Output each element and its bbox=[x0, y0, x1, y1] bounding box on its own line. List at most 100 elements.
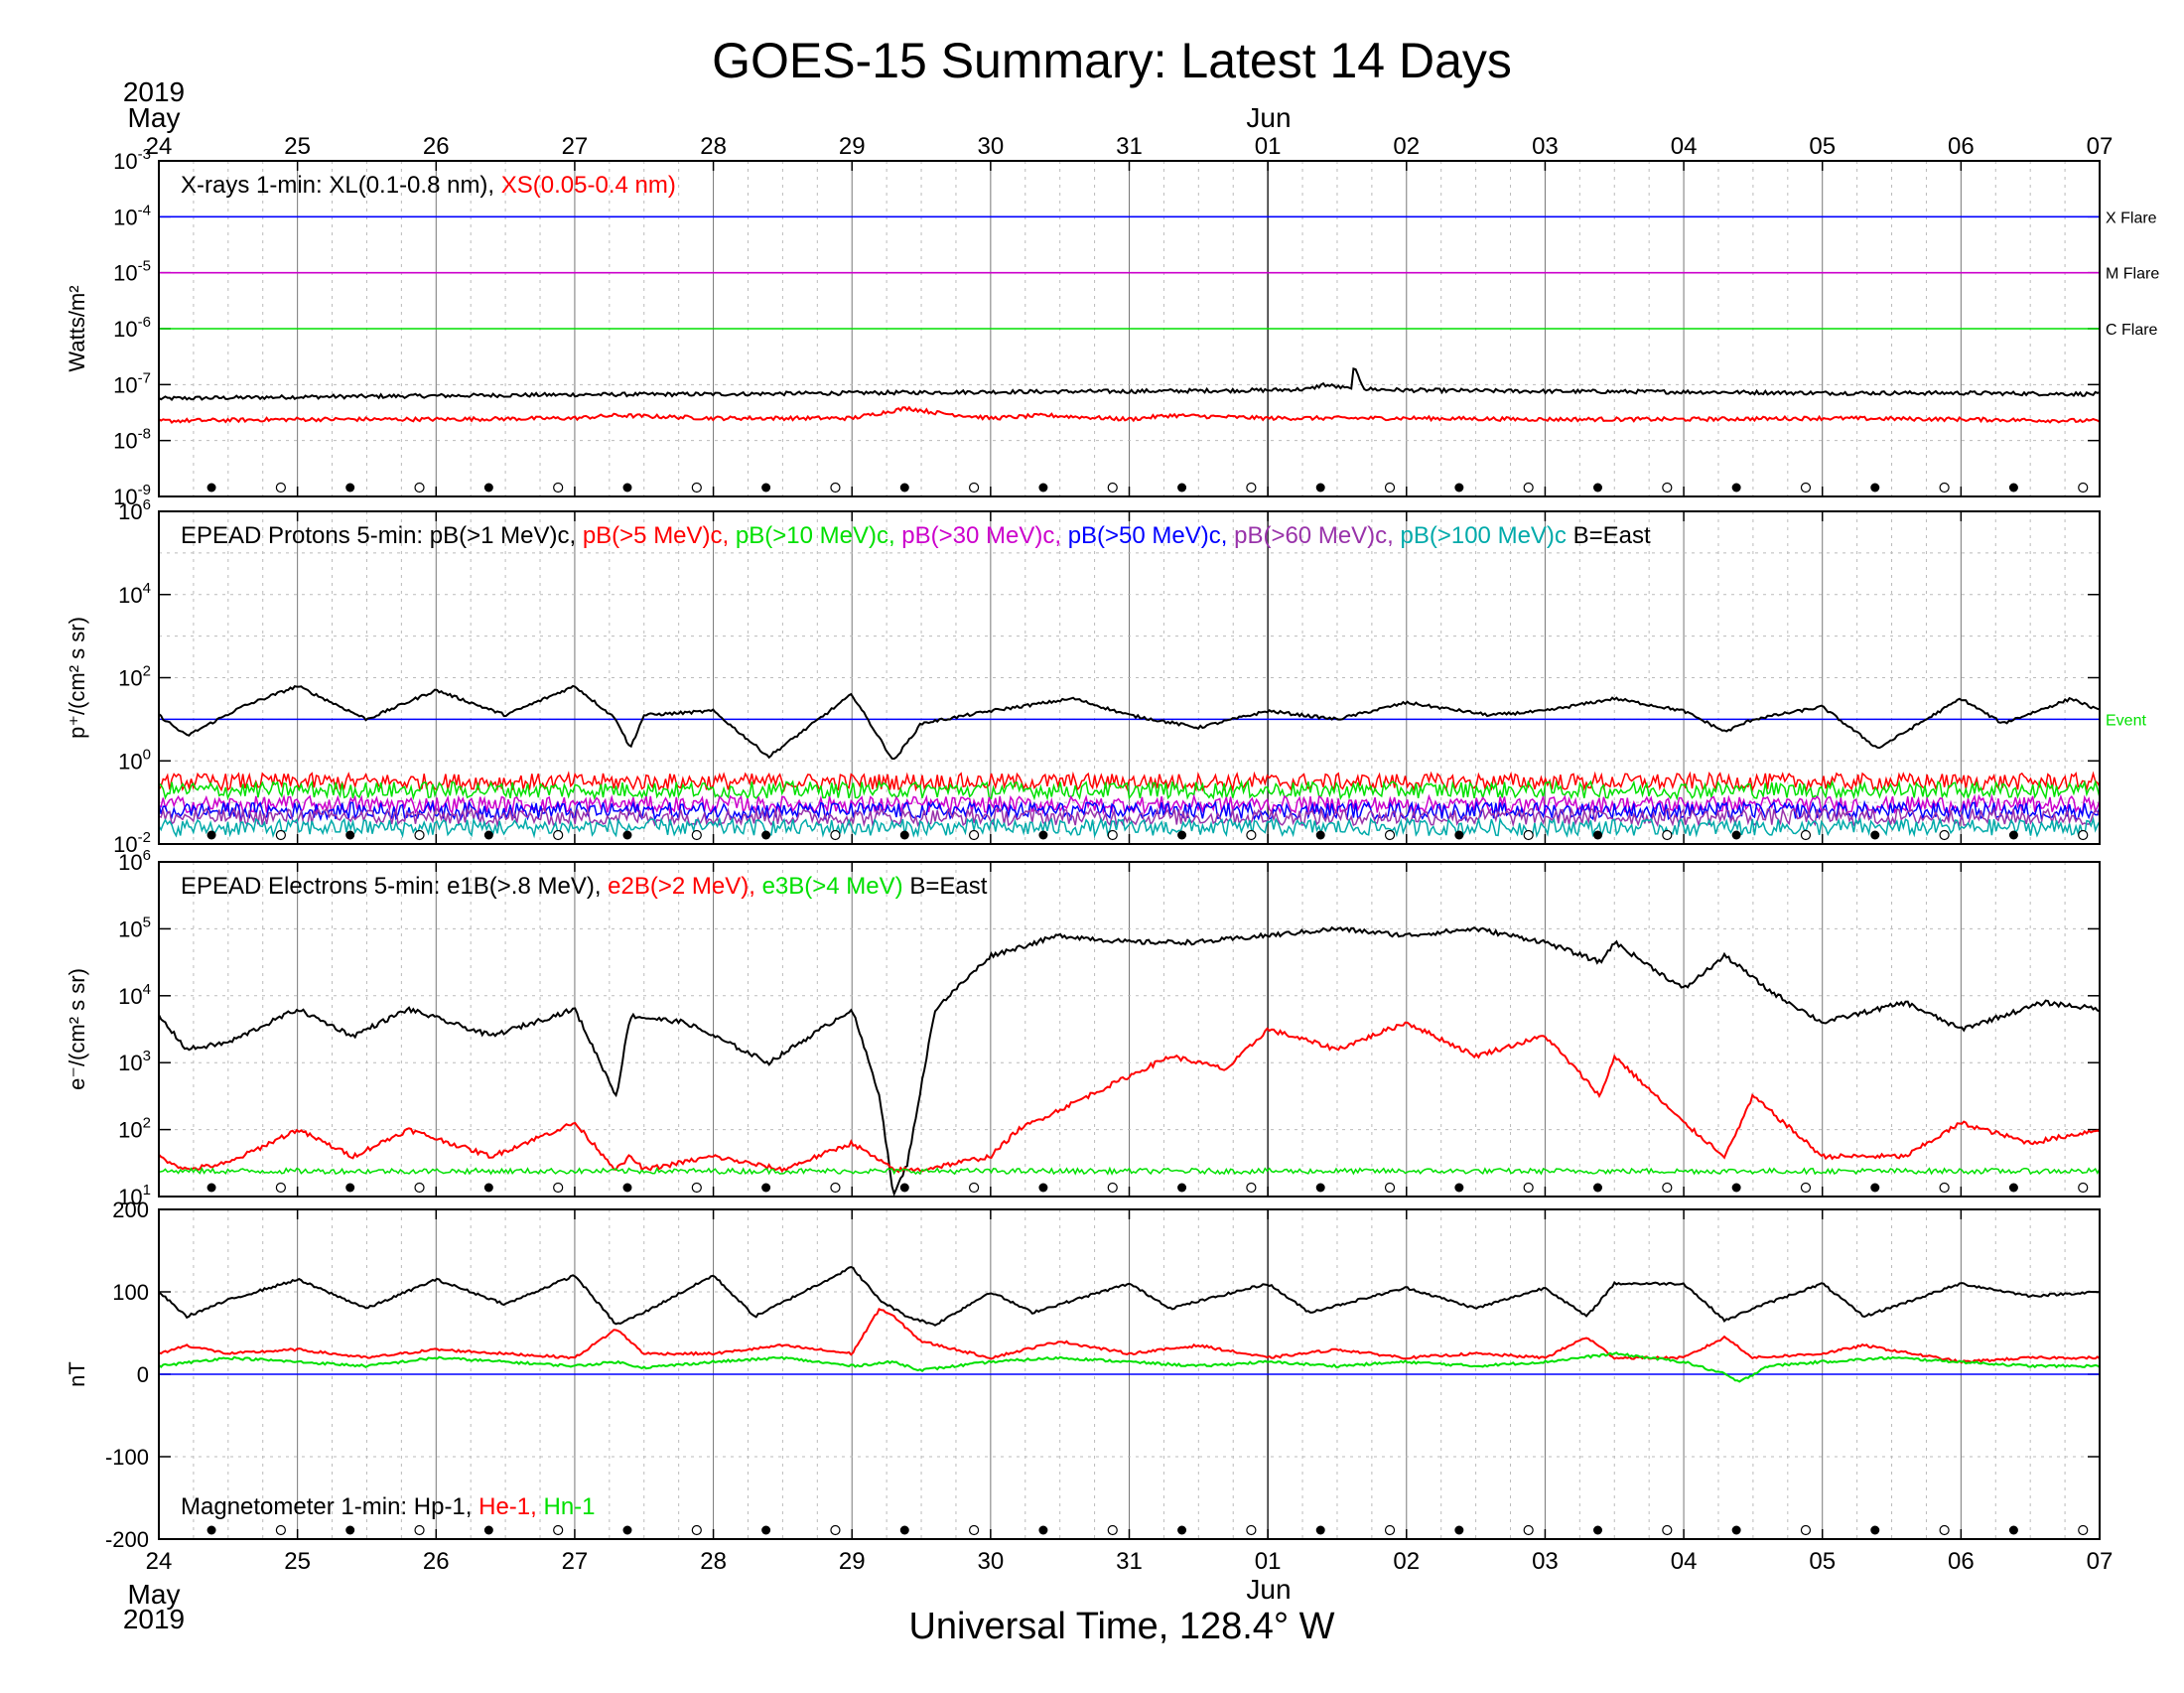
top-day-label: 31 bbox=[1116, 133, 1143, 160]
top-month-start-label: May bbox=[128, 102, 181, 133]
satellite-midnight-marker bbox=[1939, 829, 1950, 841]
threshold-label: C Flare bbox=[2106, 322, 2158, 339]
series-line bbox=[158, 925, 2101, 1198]
series-line bbox=[158, 405, 2101, 425]
satellite-noon-marker bbox=[2008, 483, 2018, 493]
satellite-midnight-marker bbox=[1107, 1524, 1118, 1536]
satellite-midnight-marker bbox=[2078, 1182, 2089, 1194]
series-line bbox=[158, 366, 2101, 401]
satellite-midnight-marker bbox=[968, 482, 980, 494]
satellite-midnight-marker bbox=[1939, 1182, 1950, 1194]
satellite-noon-marker bbox=[1315, 1183, 1325, 1193]
y-tick-label: 100 bbox=[118, 746, 151, 774]
satellite-midnight-marker bbox=[1523, 482, 1534, 494]
satellite-midnight-marker bbox=[1800, 1182, 1812, 1194]
top-day-label: 30 bbox=[978, 133, 1005, 160]
y-tick-label: -100 bbox=[105, 1445, 149, 1470]
bottom-day-label: 07 bbox=[2087, 1548, 2114, 1575]
satellite-midnight-marker bbox=[1523, 1524, 1534, 1536]
top-day-label: 28 bbox=[700, 133, 727, 160]
satellite-midnight-marker bbox=[2078, 829, 2089, 841]
y-tick-exponent: -6 bbox=[138, 314, 151, 331]
series-line bbox=[158, 806, 2101, 828]
threshold-label: M Flare bbox=[2106, 266, 2159, 283]
y-tick-exponent: -8 bbox=[138, 426, 151, 443]
satellite-noon-marker bbox=[483, 483, 493, 493]
satellite-midnight-marker bbox=[830, 482, 841, 494]
satellite-midnight-marker bbox=[1662, 1524, 1673, 1536]
satellite-noon-marker bbox=[622, 1525, 632, 1535]
satellite-midnight-marker bbox=[830, 1182, 841, 1194]
satellite-noon-marker bbox=[1454, 483, 1464, 493]
satellite-midnight-marker bbox=[1246, 1524, 1257, 1536]
series-line bbox=[158, 1351, 2101, 1383]
y-tick-exponent: 3 bbox=[143, 1048, 151, 1064]
satellite-midnight-marker bbox=[1800, 482, 1812, 494]
legend-item: e2B(>2 MeV), bbox=[608, 873, 761, 900]
legend-item: pB(>100 MeV)c bbox=[1401, 522, 1573, 549]
panel-xrays: 10-9 10-8 10-7 10-6 10-5 10-4 10-3 Watts/m² X Fl… bbox=[65, 146, 2159, 509]
chart-title: GOES-15 Summary: Latest 14 Days bbox=[712, 33, 1512, 88]
y-tick-label: 10-8 bbox=[113, 426, 151, 454]
y-tick-label: 102 bbox=[118, 1115, 151, 1143]
top-day-label: 03 bbox=[1532, 133, 1559, 160]
satellite-noon-marker bbox=[1870, 483, 1880, 493]
satellite-midnight-marker bbox=[1662, 829, 1673, 841]
legend-item: He-1, bbox=[478, 1493, 543, 1520]
bottom-day-label: 29 bbox=[839, 1548, 866, 1575]
series-line bbox=[158, 1307, 2101, 1364]
y-tick-exponent: 6 bbox=[143, 847, 151, 864]
top-day-label: 05 bbox=[1809, 133, 1836, 160]
y-tick-label: 10-4 bbox=[113, 202, 151, 229]
satellite-noon-marker bbox=[345, 1183, 355, 1193]
satellite-noon-marker bbox=[1038, 1183, 1048, 1193]
satellite-midnight-marker bbox=[553, 482, 564, 494]
legend-item: pB(>5 MeV)c, bbox=[583, 522, 736, 549]
y-tick-exponent: -4 bbox=[138, 202, 151, 218]
satellite-noon-marker bbox=[1731, 1525, 1741, 1535]
satellite-noon-marker bbox=[2008, 1183, 2018, 1193]
satellite-midnight-marker bbox=[1246, 1182, 1257, 1194]
x-axis-label: Universal Time, 128.4° W bbox=[908, 1606, 1334, 1647]
satellite-midnight-marker bbox=[275, 482, 286, 494]
series-line bbox=[158, 815, 2101, 839]
satellite-midnight-marker bbox=[1939, 1524, 1950, 1536]
satellite-midnight-marker bbox=[1662, 482, 1673, 494]
satellite-midnight-marker bbox=[1107, 1182, 1118, 1194]
legend-item: pB(>30 MeV)c, bbox=[901, 522, 1067, 549]
y-tick-label: 104 bbox=[118, 580, 151, 608]
satellite-noon-marker bbox=[483, 1525, 493, 1535]
bottom-day-label: 27 bbox=[562, 1548, 589, 1575]
y-tick-label: 10-2 bbox=[113, 829, 151, 857]
satellite-midnight-marker bbox=[1384, 829, 1396, 841]
satellite-midnight-marker bbox=[414, 1524, 425, 1536]
legend-prefix: X-rays 1-min: XL(0.1-0.8 nm), bbox=[181, 172, 501, 199]
satellite-noon-marker bbox=[1870, 830, 1880, 840]
bottom-day-label: 06 bbox=[1948, 1548, 1975, 1575]
satellite-midnight-marker bbox=[968, 829, 980, 841]
satellite-midnight-marker bbox=[1246, 482, 1257, 494]
series-line bbox=[158, 771, 2101, 793]
top-day-label: 04 bbox=[1671, 133, 1698, 160]
satellite-midnight-marker bbox=[691, 482, 702, 494]
satellite-noon-marker bbox=[761, 830, 771, 840]
legend-item: pB(>60 MeV)c, bbox=[1234, 522, 1400, 549]
y-tick-label: -200 bbox=[105, 1527, 149, 1552]
legend-item: e3B(>4 MeV) bbox=[762, 873, 910, 900]
satellite-noon-marker bbox=[761, 483, 771, 493]
bottom-year-label: 2019 bbox=[123, 1604, 185, 1634]
satellite-noon-marker bbox=[206, 1183, 216, 1193]
satellite-noon-marker bbox=[1038, 483, 1048, 493]
panel-protons: 10-2 100 102 104 106 p⁺/(cm² s sr) Event EPEAD … bbox=[65, 496, 2146, 857]
bottom-day-label: 28 bbox=[700, 1548, 727, 1575]
y-tick-label: 200 bbox=[112, 1198, 149, 1222]
y-tick-label: 106 bbox=[118, 496, 151, 524]
satellite-noon-marker bbox=[761, 1525, 771, 1535]
bottom-day-label: 03 bbox=[1532, 1548, 1559, 1575]
satellite-noon-marker bbox=[1870, 1525, 1880, 1535]
satellite-noon-marker bbox=[2008, 1525, 2018, 1535]
satellite-midnight-marker bbox=[830, 829, 841, 841]
y-tick-exponent: 4 bbox=[143, 580, 151, 597]
y-tick-label: 0 bbox=[137, 1362, 149, 1387]
bottom-month-second-label: Jun bbox=[1246, 1574, 1291, 1605]
